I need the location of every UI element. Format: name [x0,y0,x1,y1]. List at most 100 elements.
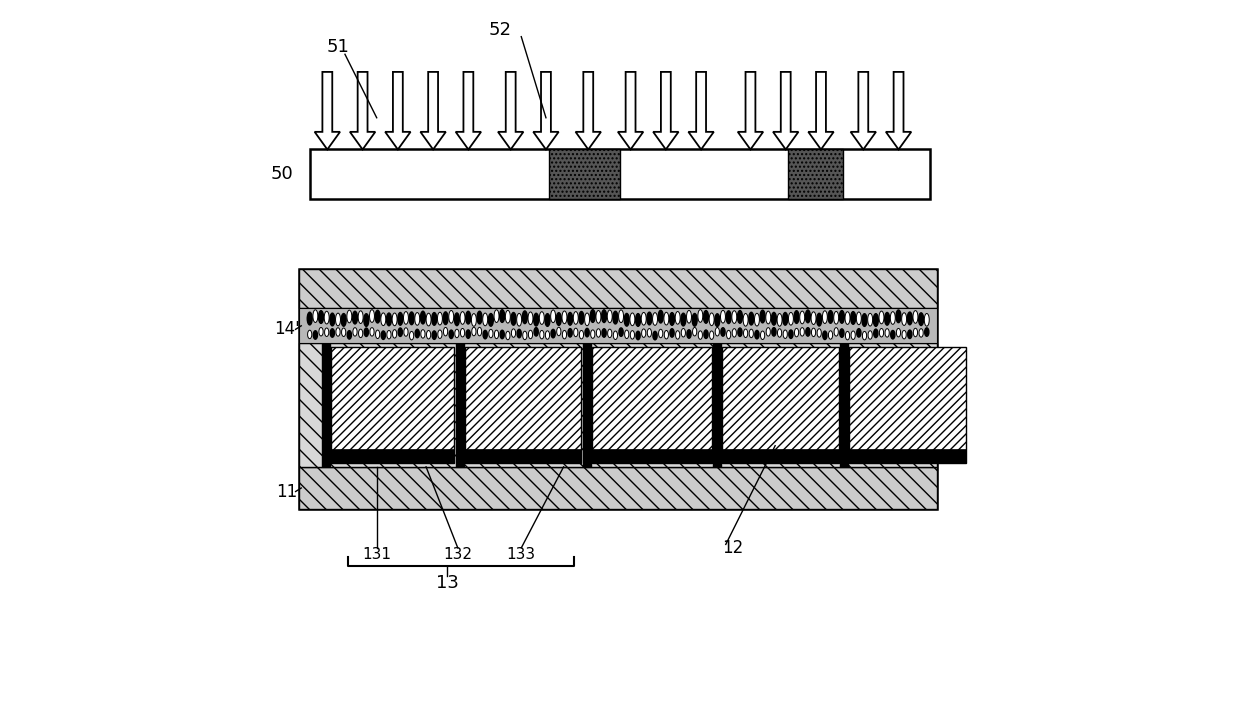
Ellipse shape [924,314,929,326]
Ellipse shape [336,328,340,336]
Polygon shape [653,72,678,149]
Polygon shape [688,72,714,149]
Text: 51: 51 [326,38,350,56]
Ellipse shape [601,329,606,337]
Ellipse shape [789,312,794,325]
Ellipse shape [771,328,776,336]
Text: 131: 131 [362,547,391,562]
Polygon shape [420,72,446,149]
Ellipse shape [908,330,911,338]
Ellipse shape [676,312,681,324]
Ellipse shape [670,329,675,337]
Ellipse shape [438,312,443,325]
Ellipse shape [908,312,913,325]
Bar [310,149,930,199]
Ellipse shape [732,329,737,337]
Ellipse shape [438,330,441,338]
Ellipse shape [494,310,498,322]
Ellipse shape [460,312,465,324]
Ellipse shape [477,312,482,324]
Ellipse shape [879,329,884,337]
Polygon shape [851,72,875,149]
Ellipse shape [647,329,651,337]
Ellipse shape [590,309,595,322]
Ellipse shape [851,312,856,324]
Ellipse shape [539,331,544,339]
Polygon shape [575,72,601,149]
Ellipse shape [568,312,573,325]
Ellipse shape [647,312,652,325]
Ellipse shape [579,331,584,339]
Text: 133: 133 [507,547,536,562]
Ellipse shape [709,331,714,339]
Ellipse shape [925,328,929,336]
Ellipse shape [392,313,397,326]
Ellipse shape [482,313,487,326]
Bar [849,450,966,463]
Ellipse shape [579,312,584,324]
Bar [331,450,454,463]
Ellipse shape [676,331,680,339]
Ellipse shape [511,312,516,325]
Ellipse shape [885,329,889,337]
Ellipse shape [404,328,408,336]
Ellipse shape [806,328,810,336]
Ellipse shape [489,314,494,326]
Ellipse shape [523,331,527,340]
Ellipse shape [444,327,448,336]
Text: 52: 52 [489,21,512,39]
Ellipse shape [817,329,821,337]
Ellipse shape [415,312,419,325]
Ellipse shape [833,312,838,324]
Ellipse shape [528,330,533,338]
Polygon shape [455,72,481,149]
Ellipse shape [698,309,703,322]
Ellipse shape [738,311,743,324]
Ellipse shape [687,310,692,323]
Ellipse shape [839,311,844,324]
Bar [331,347,454,463]
Ellipse shape [879,311,884,324]
Ellipse shape [687,330,691,338]
Ellipse shape [681,329,686,337]
Ellipse shape [449,330,454,338]
Ellipse shape [844,312,849,324]
Text: 132: 132 [443,547,472,562]
Ellipse shape [709,313,714,326]
Ellipse shape [771,312,776,325]
Ellipse shape [658,329,663,338]
Bar [455,343,465,467]
Ellipse shape [619,310,624,323]
Ellipse shape [409,312,414,325]
Ellipse shape [823,331,827,340]
Ellipse shape [868,331,872,339]
Ellipse shape [563,331,567,339]
Ellipse shape [420,330,425,338]
Ellipse shape [376,310,381,323]
Ellipse shape [720,310,725,323]
Ellipse shape [738,328,742,336]
Ellipse shape [341,314,346,326]
Ellipse shape [743,314,748,326]
Ellipse shape [506,310,511,323]
Ellipse shape [403,312,408,324]
Ellipse shape [427,313,432,326]
Ellipse shape [308,312,312,325]
Ellipse shape [319,328,324,336]
Ellipse shape [517,329,521,338]
Ellipse shape [851,331,856,339]
Ellipse shape [665,331,668,339]
Ellipse shape [811,328,816,336]
Ellipse shape [914,329,918,337]
Ellipse shape [777,329,781,337]
Bar [591,347,712,463]
Ellipse shape [330,313,335,326]
Bar [299,269,937,308]
Polygon shape [738,72,763,149]
Ellipse shape [347,331,351,339]
Ellipse shape [795,329,799,337]
Ellipse shape [658,310,663,323]
Ellipse shape [608,329,611,338]
Polygon shape [386,72,410,149]
Ellipse shape [353,328,357,336]
